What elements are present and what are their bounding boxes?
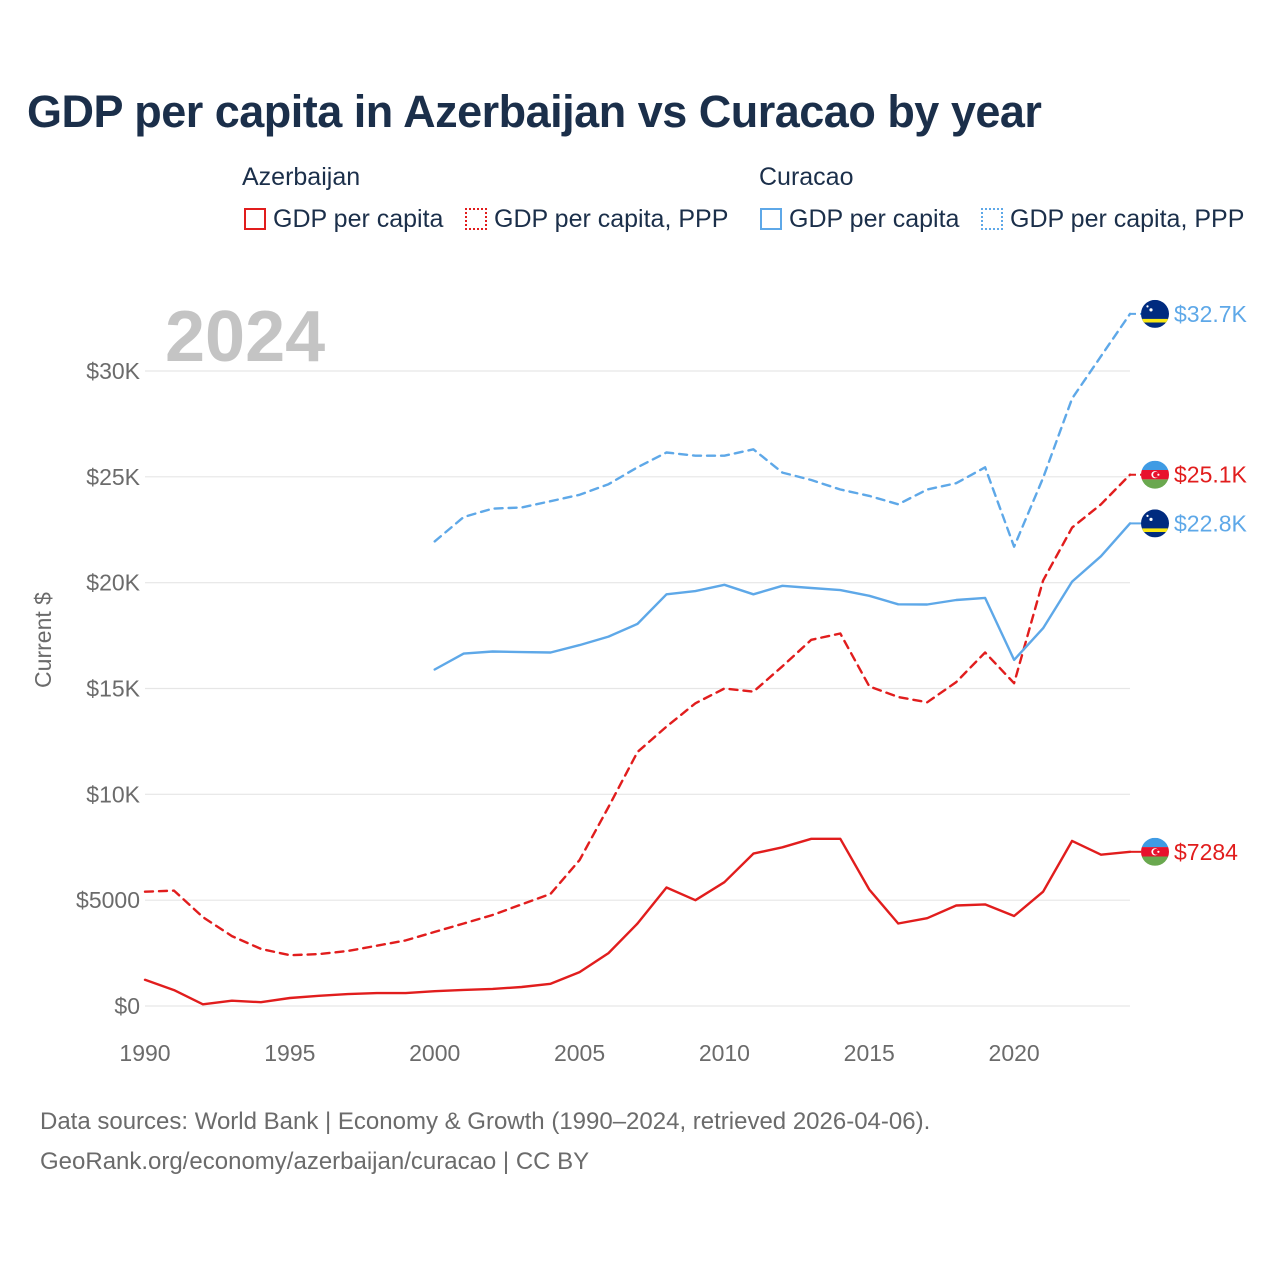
chart-title: GDP per capita in Azerbaijan vs Curacao … xyxy=(27,86,1042,137)
x-axis-ticks: 1990 1995 2000 2005 2010 2015 2020 xyxy=(119,1040,1039,1066)
footer-url: GeoRank.org/economy/azerbaijan/curacao |… xyxy=(40,1148,590,1175)
x-tick-label: 2005 xyxy=(554,1040,605,1066)
end-value-label: $22.8K xyxy=(1174,510,1248,536)
legend-item-azerbaijan-ppp[interactable]: GDP per capita, PPP xyxy=(465,204,728,234)
x-tick-label: 2010 xyxy=(699,1040,750,1066)
year-overlay: 2024 xyxy=(165,297,326,377)
gridlines xyxy=(145,370,1130,1007)
x-tick-label: 1990 xyxy=(119,1040,170,1066)
series-line-curacao-dashed[interactable] xyxy=(433,312,1132,548)
y-tick-label: $5000 xyxy=(76,887,140,913)
end-value-label: $32.7K xyxy=(1174,301,1248,327)
legend-swatch-solid-red xyxy=(244,208,266,230)
legend-group-azerbaijan: Azerbaijan xyxy=(242,163,361,191)
series-line-curacao-solid[interactable] xyxy=(433,522,1132,671)
legend-label: GDP per capita, PPP xyxy=(494,204,729,233)
x-tick-label: 1995 xyxy=(264,1040,315,1066)
x-tick-label: 2015 xyxy=(844,1040,895,1066)
end-labels: $7284 $25.1K $22.8K $32.7K xyxy=(1130,299,1248,866)
y-tick-label: $30K xyxy=(86,358,140,384)
y-tick-label: $20K xyxy=(86,570,140,596)
y-tick-label: $25K xyxy=(86,464,140,490)
legend-label: GDP per capita xyxy=(273,204,444,233)
footer-sources: Data sources: World Bank | Economy & Gro… xyxy=(40,1108,931,1135)
legend-item-azerbaijan-gdp[interactable]: GDP per capita xyxy=(244,204,443,234)
azerbaijan-flag-icon xyxy=(1141,837,1169,866)
legend-item-curacao-gdp[interactable]: GDP per capita xyxy=(760,204,959,234)
y-tick-label: $10K xyxy=(86,781,140,807)
y-axis-ticks: $0 $5000 $10K $15K $20K $25K $30K xyxy=(76,358,141,1019)
curacao-flag-icon xyxy=(1141,509,1169,538)
legend-item-curacao-ppp[interactable]: GDP per capita, PPP xyxy=(981,204,1244,234)
y-tick-label: $15K xyxy=(86,676,140,702)
legend-label: GDP per capita xyxy=(789,204,960,233)
legend-swatch-dotted-blue xyxy=(981,208,1003,230)
series-line-azerbaijan-solid[interactable] xyxy=(143,837,1132,1006)
y-tick-label: $0 xyxy=(114,993,140,1019)
end-value-label: $25.1K xyxy=(1174,462,1248,488)
x-tick-label: 2000 xyxy=(409,1040,460,1066)
y-axis-title: Current $ xyxy=(30,592,56,688)
series-line-azerbaijan-dashed[interactable] xyxy=(143,473,1132,957)
curacao-flag-icon xyxy=(1141,299,1169,328)
legend-group-curacao: Curacao xyxy=(759,163,854,191)
legend-swatch-solid-blue xyxy=(760,208,782,230)
legend-label: GDP per capita, PPP xyxy=(1010,204,1245,233)
legend-swatch-dotted-red xyxy=(465,208,487,230)
series-lines xyxy=(143,312,1132,1006)
end-value-label: $7284 xyxy=(1174,839,1238,865)
x-tick-label: 2020 xyxy=(989,1040,1040,1066)
azerbaijan-flag-icon xyxy=(1141,460,1169,489)
